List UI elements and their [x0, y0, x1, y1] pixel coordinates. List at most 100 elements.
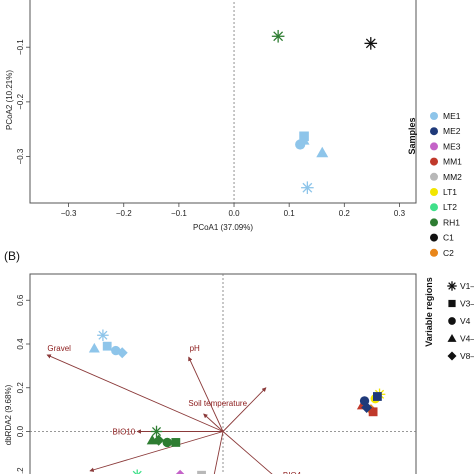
panel-a-xtick-label: 0.1 — [284, 209, 296, 218]
legend-label: C1 — [443, 233, 454, 243]
legend-swatch — [430, 142, 438, 151]
samples-legend-title: Samples — [407, 117, 417, 154]
legend-region-label: V4 — [460, 316, 471, 326]
biplot-arrow-label: BIO10 — [113, 428, 136, 437]
legend-region-label: V3–V4 — [460, 299, 474, 309]
panel-b-point — [197, 470, 206, 474]
panel-b-point — [175, 469, 185, 474]
panel-b-point — [116, 347, 128, 359]
panel-b-ytick-label: 0.2 — [16, 382, 25, 394]
legend-region-item: V8–V9 — [447, 351, 474, 361]
legend-label: MM1 — [443, 157, 462, 167]
panel-a-point — [271, 29, 285, 43]
legend-item-lt2: LT2 — [430, 202, 457, 212]
legend-item-me1: ME1 — [430, 111, 461, 121]
panel-b-point — [150, 425, 163, 438]
panel-a-ytick-label: −0.3 — [16, 148, 25, 164]
legend-swatch — [430, 172, 438, 181]
legend-swatch — [430, 112, 438, 120]
panel-b-point — [153, 434, 165, 446]
legend-region-swatch — [447, 281, 457, 291]
legend-region-swatch — [447, 334, 457, 342]
panel-a-frame — [29, 0, 417, 204]
legend-swatch — [430, 218, 438, 227]
biplot-arrow — [203, 413, 224, 432]
legend-swatch — [430, 188, 438, 196]
biplot-arrow — [222, 387, 267, 432]
legend-region-swatch — [447, 351, 457, 361]
panel-b-point — [162, 437, 172, 448]
legend-label: ME3 — [443, 141, 461, 151]
legend-swatch — [430, 157, 438, 166]
panel-b-point — [361, 401, 373, 413]
panel-a-xtick-label: −0.2 — [116, 209, 132, 218]
panel-a-point — [295, 139, 306, 150]
biplot-arrow-label: BIO4 — [283, 471, 302, 474]
legend-region-swatch — [448, 299, 456, 308]
panel-a-xtick-label: 0.3 — [394, 209, 406, 218]
panel-b-ytick-label: 0.6 — [16, 294, 25, 306]
panel-b-point — [171, 438, 181, 447]
biplot-arrow-label: pH — [190, 344, 200, 353]
panel-b-point — [97, 329, 109, 342]
panel-a-point — [316, 146, 329, 158]
legend-swatch — [430, 248, 438, 257]
panel-a-ytick-label: −0.2 — [16, 93, 25, 109]
panel-b-ytick-label: −0.2 — [16, 467, 25, 474]
panel-b-ytick-label: 0.0 — [16, 425, 25, 437]
panel-b-label: (B) — [4, 249, 20, 263]
panel-a-point — [364, 37, 378, 50]
biplot-arrow — [46, 354, 224, 432]
legend-item-lt1: LT1 — [430, 187, 457, 197]
legend-region-label: V1–V3 — [460, 281, 474, 291]
legend-label: LT1 — [443, 187, 457, 197]
legend-label: C2 — [443, 248, 454, 258]
panel-a-xtick-label: −0.3 — [61, 209, 77, 218]
legend-region-label: V8–V9 — [460, 351, 474, 361]
panel-a-xtick-label: −0.1 — [171, 209, 187, 218]
legend-swatch — [430, 127, 438, 136]
panel-b-point — [373, 392, 382, 401]
biplot-arrow — [89, 431, 224, 472]
legend-label: ME1 — [443, 111, 461, 121]
panel-a-ticks: −0.3 −0.2 −0.1 0.0 0.1 0.2 0.3 −0.1 −0.2 −0.3 — [16, 39, 406, 218]
panel-a-ytick-label: −0.1 — [16, 39, 25, 55]
panel-b-ytick-label: 0.4 — [16, 338, 25, 350]
legend-label: ME2 — [443, 126, 461, 136]
legend-item-c1: C1 — [430, 233, 454, 243]
samples-legend: Samples ME1 ME2 ME3 MM1 MM2 LT1 LT2 RH1 C1 C2 — [407, 111, 462, 258]
biplot-arrow-label: Soil temperature — [188, 399, 247, 408]
panel-b: (B) 0.6 0.4 0.2 0.0 −0.2 Gravel pH Soil temper… — [4, 249, 417, 474]
panel-b-ylabel: dbRDA2 (9.68%) — [4, 384, 13, 445]
legend-region-label: V4–V5 — [460, 334, 474, 344]
panel-b-point — [88, 342, 100, 353]
legend-item-mm2: MM2 — [430, 172, 462, 182]
panel-b-points — [88, 329, 386, 474]
biplot-arrow — [213, 431, 224, 474]
legend-swatch — [430, 233, 438, 242]
regions-legend-title: Variable regions — [424, 277, 434, 347]
legend-region-item: V1–V3 — [447, 281, 474, 291]
panel-a-xtick-label: 0.0 — [228, 209, 240, 218]
panel-a-points — [271, 29, 378, 194]
regions-legend: Variable regions V1–V3 V3–V4 V4 V4–V5 V8–V9 — [424, 277, 474, 361]
legend-item-rh1: RH1 — [430, 217, 460, 227]
legend-region-item: V3–V4 — [448, 299, 474, 309]
legend-label: LT2 — [443, 202, 457, 212]
legend-label: MM2 — [443, 172, 462, 182]
panel-b-ticks: 0.6 0.4 0.2 0.0 −0.2 — [16, 294, 30, 474]
panel-b-zero-lines — [30, 274, 416, 474]
panel-a-xlabel: PCoA1 (37.09%) — [193, 223, 253, 232]
legend-swatch — [430, 203, 438, 212]
panel-a-ylabel: PCoA2 (10.21%) — [5, 70, 14, 130]
legend-region-swatch — [448, 317, 456, 325]
legend-item-mm1: MM1 — [430, 157, 462, 167]
biplot-arrow — [188, 356, 224, 432]
panel-a-xtick-label: 0.2 — [339, 209, 351, 218]
panel-b-arrows: Gravel pH Soil temperature BIO10 BIO4 — [46, 344, 302, 474]
legend-region-item: V4 — [448, 316, 471, 326]
panel-b-point — [132, 469, 142, 474]
legend-item-c2: C2 — [430, 248, 454, 258]
biplot-arrow — [222, 431, 273, 474]
